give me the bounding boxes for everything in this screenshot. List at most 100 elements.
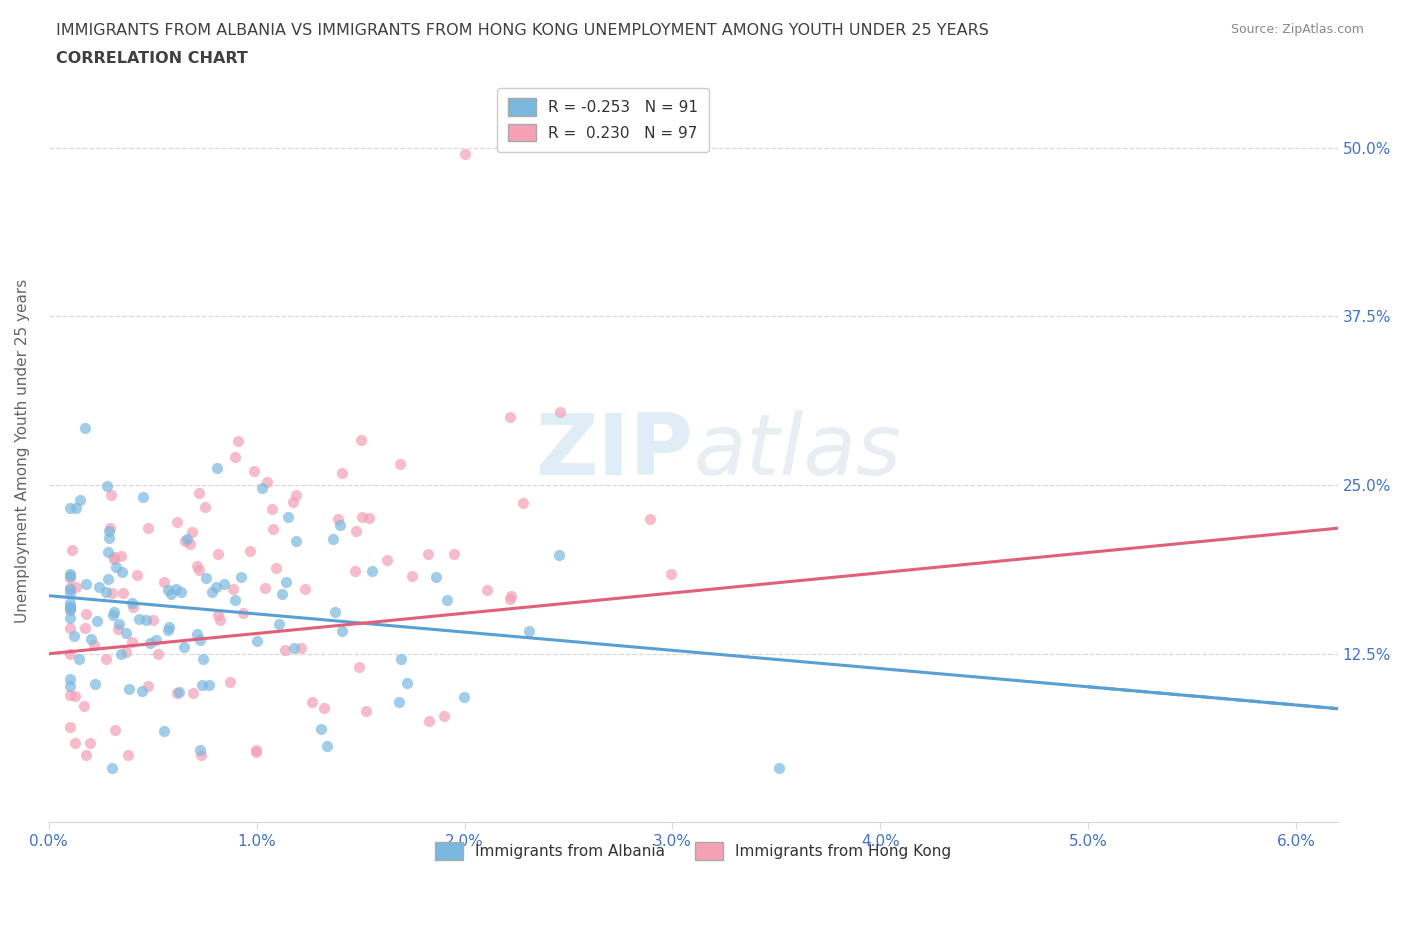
Point (277, 510, 299, 525)
Point (58, 672, 80, 687)
Point (97, 544, 120, 559)
Point (65, 579, 87, 594)
Point (418, 546, 440, 561)
Point (97, 572, 120, 587)
Point (86, 613, 108, 628)
Point (222, 581, 245, 596)
Point (108, 617, 131, 631)
Point (361, 564, 384, 578)
Point (267, 617, 290, 631)
Point (190, 747, 212, 762)
Point (186, 627, 208, 642)
Point (207, 547, 229, 562)
Point (181, 525, 204, 539)
Point (232, 605, 254, 620)
Point (205, 460, 228, 475)
Point (146, 647, 169, 662)
Point (58, 603, 80, 618)
Point (316, 738, 339, 753)
Point (103, 604, 125, 619)
Point (301, 695, 323, 710)
Point (276, 574, 298, 589)
Y-axis label: Unemployment Among Youth under 25 years: Unemployment Among Youth under 25 years (15, 279, 30, 623)
Point (103, 551, 125, 566)
Point (97, 530, 120, 545)
Point (131, 683, 153, 698)
Point (356, 704, 378, 719)
Point (58, 720, 80, 735)
Point (453, 690, 475, 705)
Text: atlas: atlas (693, 410, 901, 493)
Point (453, 147, 475, 162)
Point (499, 589, 522, 604)
Point (352, 510, 374, 525)
Point (115, 625, 138, 640)
Point (253, 580, 276, 595)
Point (188, 485, 211, 500)
Point (135, 613, 157, 628)
Point (58, 687, 80, 702)
Point (166, 514, 188, 529)
Point (103, 550, 125, 565)
Point (115, 644, 138, 659)
Point (212, 577, 235, 591)
Point (98, 524, 121, 538)
Point (111, 565, 134, 580)
Point (58, 611, 80, 626)
Point (94, 584, 117, 599)
Point (110, 646, 132, 661)
Point (121, 595, 143, 610)
Point (323, 604, 346, 619)
Text: Source: ZipAtlas.com: Source: ZipAtlas.com (1230, 23, 1364, 36)
Point (207, 607, 229, 622)
Point (65, 500, 87, 515)
Point (294, 582, 316, 597)
Point (432, 709, 454, 724)
Point (101, 586, 124, 601)
Point (290, 641, 312, 656)
Point (173, 640, 195, 655)
Point (245, 745, 267, 760)
Text: ZIP: ZIP (536, 410, 693, 493)
Point (58, 501, 80, 516)
Legend: Immigrants from Albania, Immigrants from Hong Kong: Immigrants from Albania, Immigrants from… (425, 831, 962, 870)
Point (179, 537, 201, 551)
Point (283, 641, 305, 656)
Point (58, 567, 80, 582)
Point (136, 521, 159, 536)
Point (121, 599, 143, 614)
Point (512, 496, 534, 511)
Point (264, 561, 287, 576)
Point (326, 512, 349, 526)
Point (125, 568, 148, 583)
Point (517, 624, 540, 639)
Point (167, 684, 190, 699)
Point (260, 501, 283, 516)
Point (111, 586, 134, 601)
Point (58, 646, 80, 661)
Point (63, 736, 86, 751)
Point (344, 524, 367, 538)
Point (98, 521, 121, 536)
Point (197, 678, 219, 693)
Point (188, 632, 211, 647)
Point (193, 499, 215, 514)
Point (475, 583, 498, 598)
Point (58, 571, 80, 586)
Point (166, 686, 188, 701)
Point (101, 607, 124, 622)
Point (89, 579, 111, 594)
Point (284, 534, 307, 549)
Point (245, 743, 267, 758)
Point (395, 676, 418, 691)
Point (58, 581, 80, 596)
Point (498, 591, 520, 606)
Text: CORRELATION CHART: CORRELATION CHART (56, 51, 247, 66)
Point (274, 643, 297, 658)
Point (190, 678, 212, 693)
Point (659, 566, 682, 581)
Point (418, 713, 440, 728)
Point (359, 511, 381, 525)
Point (58, 600, 80, 615)
Point (347, 659, 370, 674)
